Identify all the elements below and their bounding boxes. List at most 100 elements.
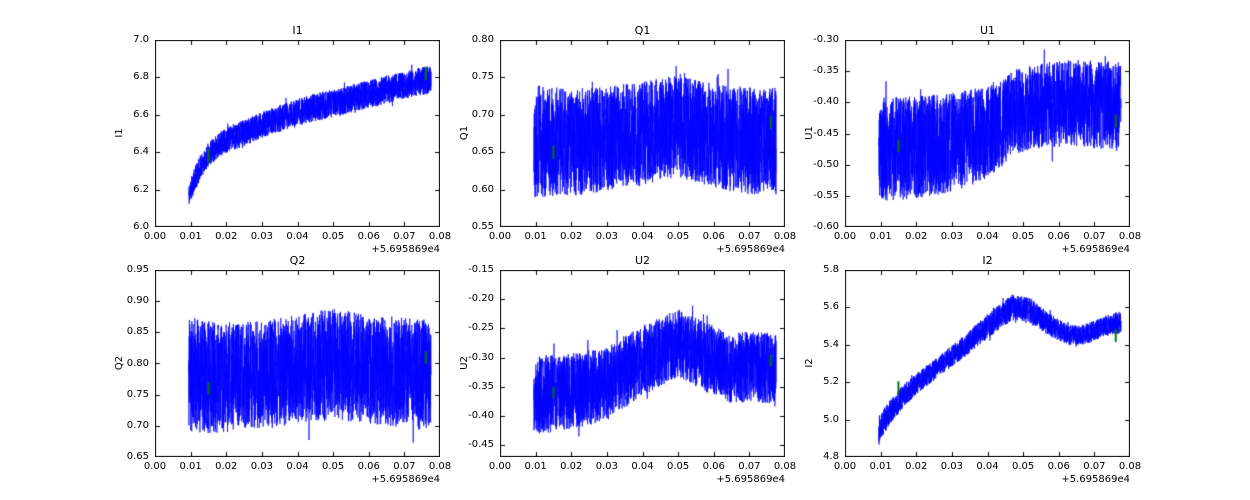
- y-tick-label: -0.20: [468, 293, 494, 305]
- line-chart: [500, 270, 785, 457]
- x-tick-label: 0.03: [595, 231, 618, 242]
- x-tick-label: 0.01: [524, 461, 547, 472]
- y-tick-label: 0.90: [126, 295, 149, 307]
- y-tick-label: -0.35: [468, 380, 494, 392]
- plot-title: I2: [982, 254, 993, 267]
- x-tick-label: 0.07: [393, 231, 416, 242]
- y-tick-label: -0.35: [813, 65, 839, 77]
- x-tick-label: 0.02: [560, 231, 583, 242]
- line-chart: [500, 40, 785, 227]
- y-tick-label: -0.25: [468, 322, 494, 334]
- plot-title: U1: [979, 24, 996, 37]
- x-tick-label: 0.07: [738, 231, 761, 242]
- y-tick-label: 5.4: [823, 338, 839, 350]
- x-tick-label: 0.01: [869, 461, 892, 472]
- y-axis-label: Q1: [459, 125, 470, 141]
- x-tick-label: 0.07: [738, 461, 761, 472]
- y-tick-label: 0.60: [471, 183, 494, 195]
- x-tick-label: 0.00: [143, 231, 167, 242]
- x-tick-label: 0.02: [905, 231, 928, 242]
- x-tick-label: 0.08: [773, 461, 797, 472]
- x-tick-label: 0.02: [215, 231, 238, 242]
- plot-area: [500, 40, 785, 227]
- y-tick-label: 5.6: [823, 301, 839, 313]
- x-tick-label: 0.07: [1083, 231, 1106, 242]
- line-chart: [155, 40, 440, 227]
- line-chart: [155, 270, 440, 457]
- y-tick-label: 0.70: [471, 108, 494, 120]
- x-tick-label: 0.01: [179, 231, 202, 242]
- x-tick-label: 0.02: [905, 461, 928, 472]
- x-tick-label: 0.07: [1083, 461, 1106, 472]
- x-tick-label: 0.04: [286, 231, 309, 242]
- y-tick-label: 5.2: [823, 376, 839, 388]
- x-tick-label: 0.04: [976, 461, 999, 472]
- x-tick-label: 0.04: [286, 461, 309, 472]
- x-tick-label: 0.05: [666, 461, 690, 472]
- plot-area: [845, 270, 1130, 457]
- x-tick-label: 0.00: [488, 461, 512, 472]
- x-tick-label: 0.00: [833, 461, 857, 472]
- x-tick-label: 0.08: [1118, 231, 1142, 242]
- y-tick-label: -0.45: [813, 127, 839, 139]
- x-tick-label: 0.06: [357, 231, 380, 242]
- y-tick-label: -0.15: [468, 264, 494, 275]
- y-tick-label: 6.0: [133, 221, 149, 232]
- y-tick-label: -0.55: [813, 189, 839, 201]
- line-chart: [845, 270, 1130, 457]
- x-tick-label: 0.03: [250, 231, 273, 242]
- plot-area: [845, 40, 1130, 227]
- subplot-i2: I2 I2 +5.695869e4 0.00 0.01 0.02 0.03 0.04 0.…: [790, 252, 1141, 485]
- y-tick-label: -0.40: [813, 96, 839, 108]
- y-tick-label: -0.60: [813, 221, 839, 232]
- y-tick-label: -0.30: [468, 351, 494, 363]
- x-tick-label: 0.02: [215, 461, 238, 472]
- y-tick-label: 0.75: [471, 71, 494, 83]
- y-tick-label: 5.8: [823, 264, 839, 275]
- x-tick-label: 0.08: [1118, 461, 1142, 472]
- x-tick-label: 0.03: [940, 461, 963, 472]
- y-tick-label: 0.75: [126, 388, 149, 400]
- x-tick-label: 0.01: [524, 231, 547, 242]
- plot-area: [155, 40, 440, 227]
- y-tick-label: 0.55: [471, 221, 494, 232]
- x-tick-label: 0.01: [869, 231, 892, 242]
- x-offset-label: +5.695869e4: [371, 244, 440, 255]
- subplot-i1: I1 I1 +5.695869e4 0.00 0.01 0.02 0.03 0.04 0.…: [100, 22, 451, 255]
- x-tick-label: 0.08: [428, 461, 452, 472]
- x-tick-label: 0.06: [702, 231, 725, 242]
- y-tick-label: 0.65: [126, 451, 149, 462]
- x-tick-label: 0.02: [560, 461, 583, 472]
- y-tick-label: 6.6: [133, 108, 149, 120]
- y-tick-label: 0.95: [126, 264, 149, 275]
- x-tick-label: 0.05: [666, 231, 690, 242]
- x-tick-label: 0.04: [631, 231, 654, 242]
- x-tick-label: 0.06: [702, 461, 725, 472]
- y-tick-label: 0.65: [471, 146, 494, 158]
- y-tick-label: 0.85: [126, 326, 149, 338]
- x-tick-label: 0.05: [321, 461, 345, 472]
- x-tick-label: 0.00: [833, 231, 857, 242]
- x-tick-label: 0.03: [250, 461, 273, 472]
- x-tick-label: 0.05: [1011, 231, 1035, 242]
- x-tick-label: 0.06: [1047, 461, 1070, 472]
- y-axis-label: I2: [804, 358, 815, 368]
- plot-area: [500, 270, 785, 457]
- y-tick-label: -0.45: [468, 439, 494, 451]
- x-tick-label: 0.06: [357, 461, 380, 472]
- subplot-q1: Q1 Q1 +5.695869e4 0.00 0.01 0.02 0.03 0.04 0.…: [445, 22, 796, 255]
- plot-title: Q2: [289, 254, 306, 267]
- y-tick-label: -0.40: [468, 410, 494, 422]
- plot-title: U2: [634, 254, 651, 267]
- x-tick-label: 0.07: [393, 461, 416, 472]
- y-tick-label: 0.80: [471, 34, 494, 45]
- y-tick-label: 6.2: [133, 183, 149, 195]
- x-offset-label: +5.695869e4: [371, 474, 440, 485]
- y-tick-label: 6.8: [133, 71, 149, 83]
- x-tick-label: 0.03: [940, 231, 963, 242]
- subplot-u1: U1 U1 +5.695869e4 0.00 0.01 0.02 0.03 0.04 0.…: [790, 22, 1141, 255]
- y-tick-label: -0.30: [813, 34, 839, 45]
- y-tick-label: 4.8: [823, 451, 839, 462]
- x-tick-label: 0.03: [595, 461, 618, 472]
